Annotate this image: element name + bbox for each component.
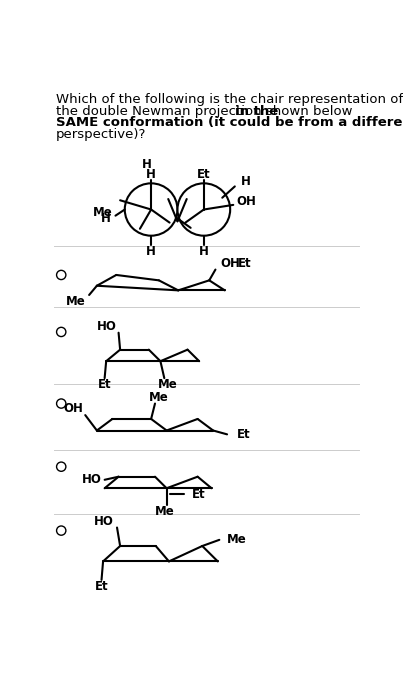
Text: Et: Et xyxy=(95,580,108,592)
Text: Et: Et xyxy=(98,378,112,391)
Text: HO: HO xyxy=(97,320,117,333)
Text: OH: OH xyxy=(237,195,256,209)
Text: Me: Me xyxy=(155,505,175,518)
Text: Me: Me xyxy=(149,391,169,404)
Text: H: H xyxy=(141,158,152,172)
Text: Me: Me xyxy=(158,378,178,391)
Text: Et: Et xyxy=(191,488,205,501)
Text: perspective)?: perspective)? xyxy=(56,128,146,141)
Text: Me: Me xyxy=(93,206,112,219)
Text: Et: Et xyxy=(238,257,251,270)
Text: Et: Et xyxy=(197,167,211,181)
Text: the double Newman projection shown below: the double Newman projection shown below xyxy=(56,105,357,118)
Text: H: H xyxy=(241,175,251,188)
Text: Me: Me xyxy=(227,533,247,546)
Text: OH: OH xyxy=(220,257,240,270)
Text: HO: HO xyxy=(94,515,114,528)
Circle shape xyxy=(177,183,230,236)
Text: H: H xyxy=(101,212,111,225)
Text: HO: HO xyxy=(82,473,102,486)
Text: OH: OH xyxy=(63,402,83,415)
Text: Et: Et xyxy=(237,428,250,441)
Text: H: H xyxy=(146,244,156,258)
Text: in the: in the xyxy=(235,105,278,118)
Circle shape xyxy=(125,183,177,236)
Text: H: H xyxy=(199,244,209,258)
Text: SAME conformation (it could be from a different: SAME conformation (it could be from a di… xyxy=(56,116,403,130)
Text: Which of the following is the chair representation of: Which of the following is the chair repr… xyxy=(56,93,403,106)
Text: Me: Me xyxy=(66,295,86,307)
Text: H: H xyxy=(146,167,156,181)
